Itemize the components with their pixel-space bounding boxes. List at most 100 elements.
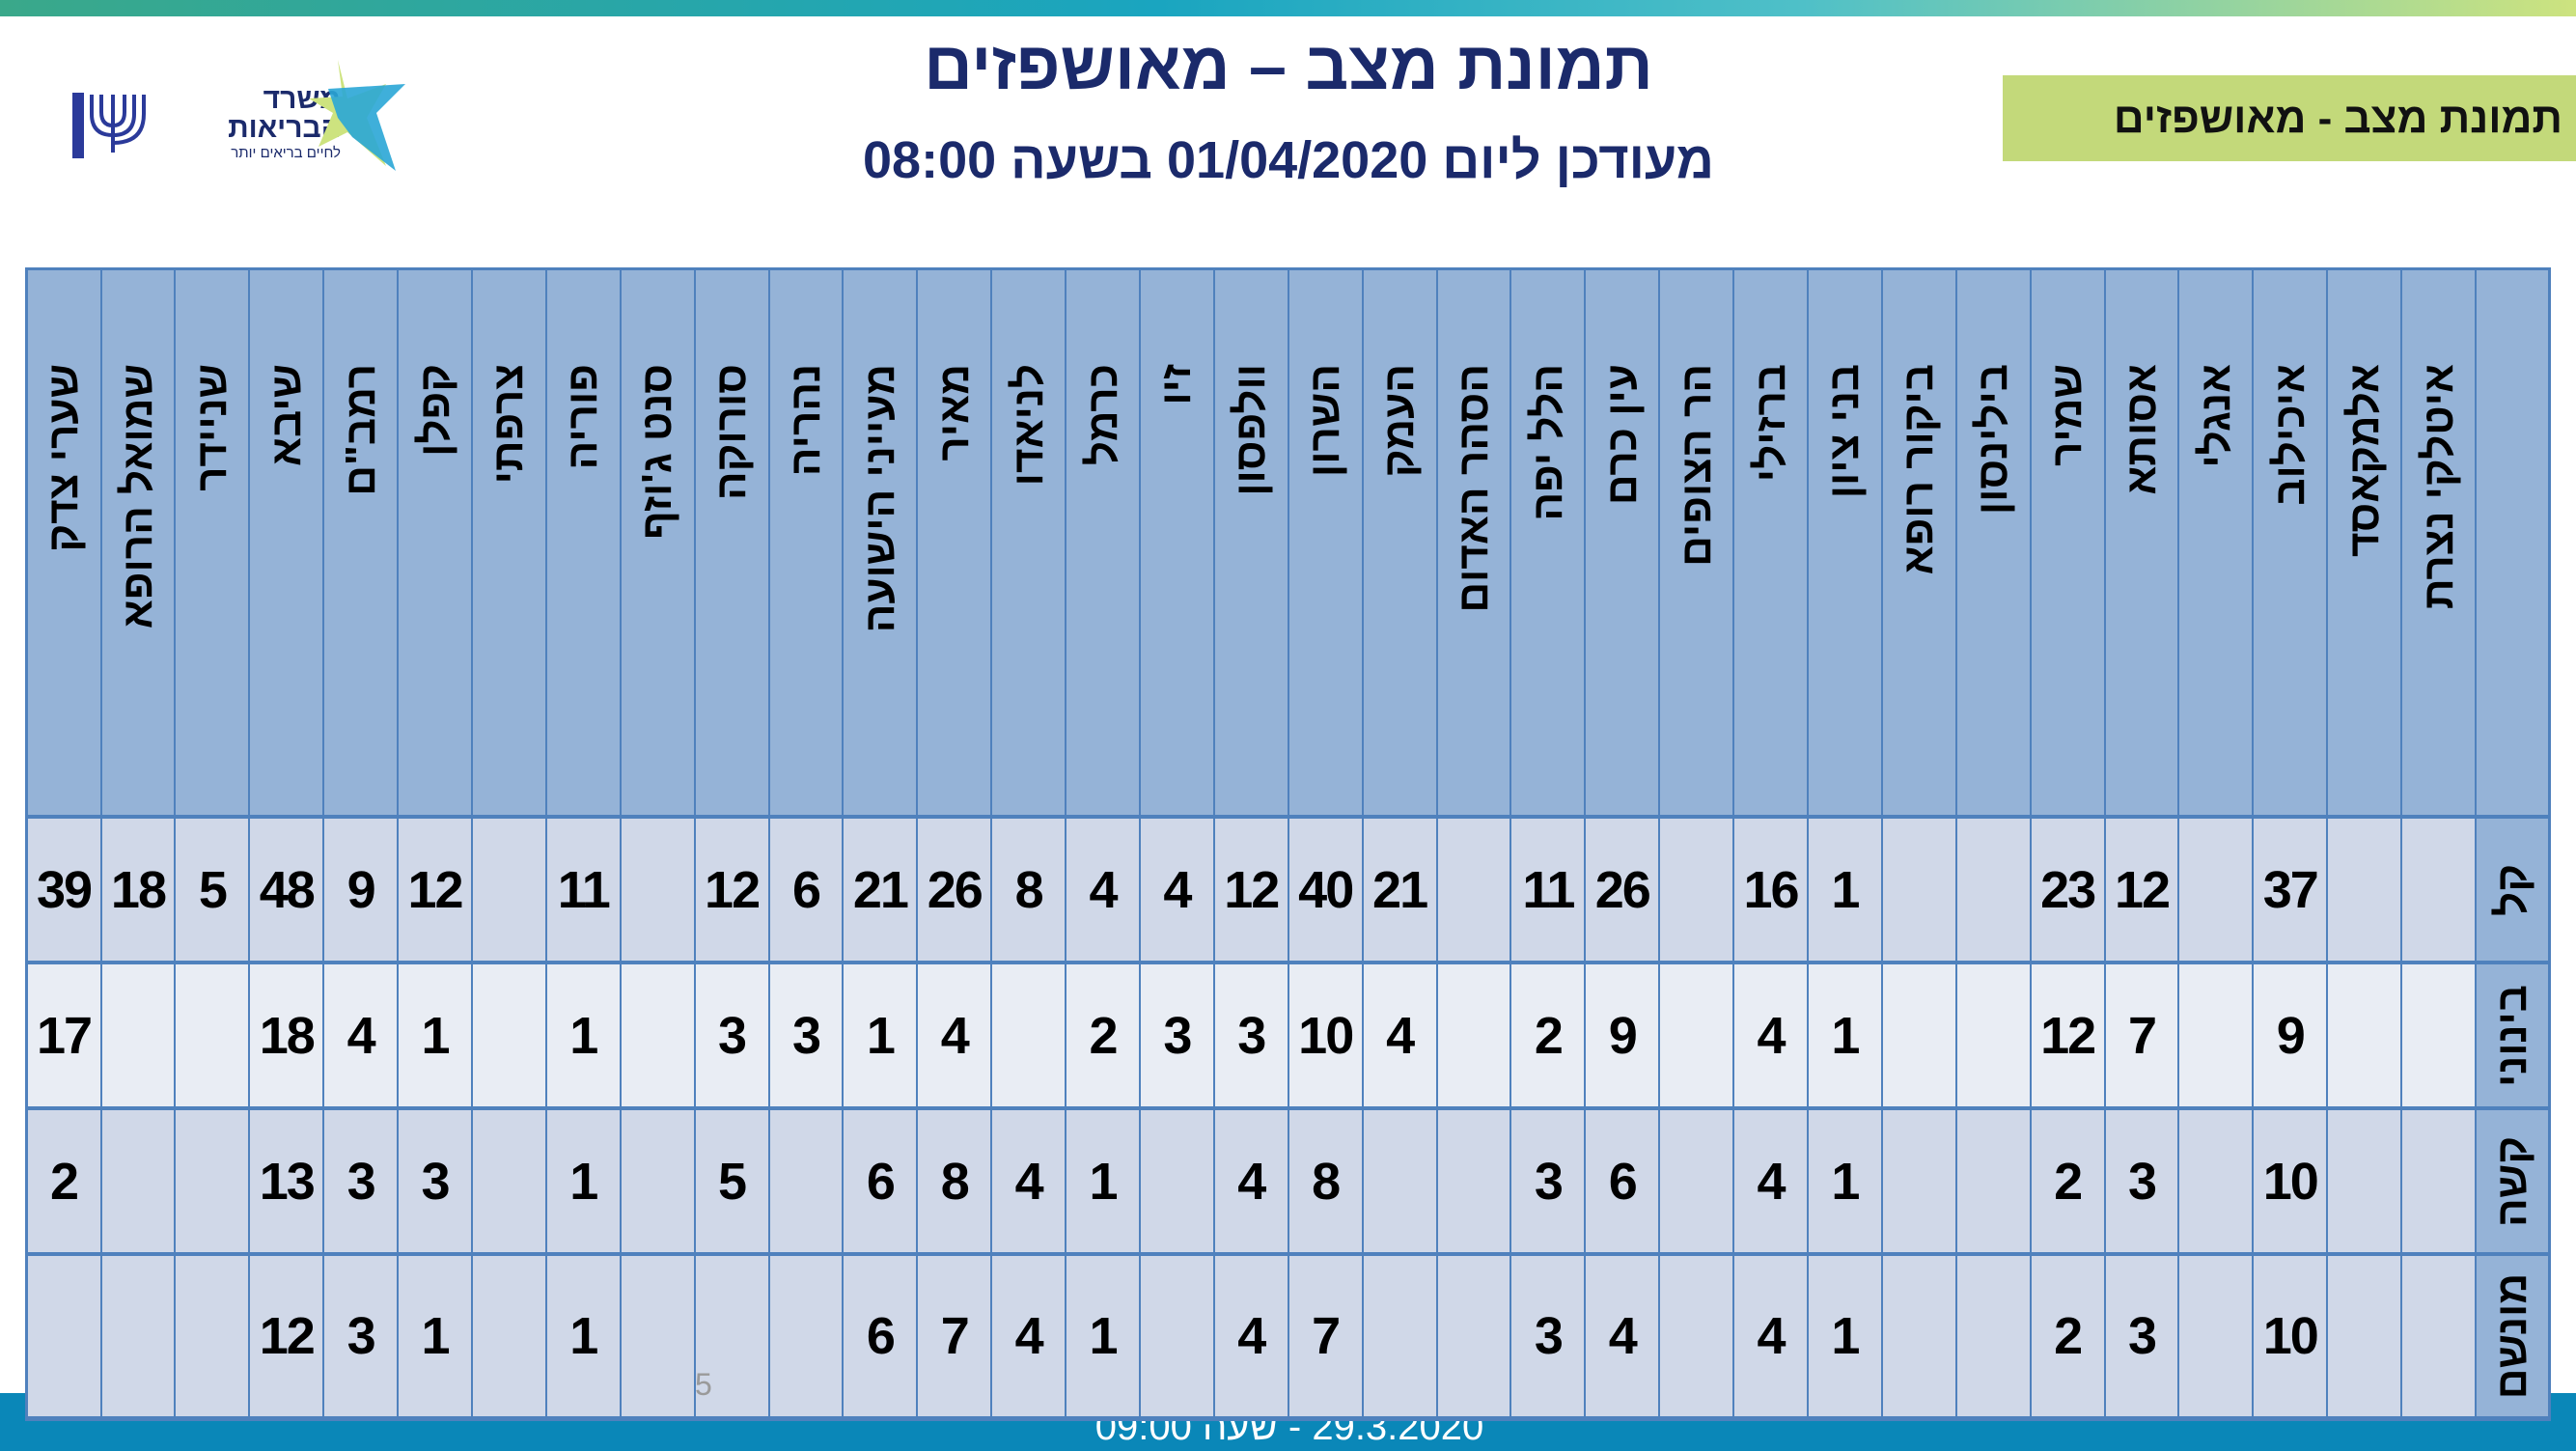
table-cell <box>2326 1256 2401 1416</box>
hospital-name: אלמקאסד <box>2340 364 2388 558</box>
table-cell: 4 <box>1361 964 1436 1106</box>
menorah-emblem-icon <box>72 87 154 158</box>
table-cell: 4 <box>1065 819 1139 961</box>
table-cell: 3 <box>1212 964 1288 1106</box>
table-cell: 1 <box>544 964 620 1106</box>
hospital-name: הסהר האדום <box>1449 364 1497 613</box>
ministry-star-icon <box>309 60 405 171</box>
column-header: איטלקי נצרת <box>2400 270 2475 815</box>
column-header: בני ציון <box>1806 270 1881 815</box>
column-header: שמיר <box>2029 270 2104 815</box>
table-cell: 10 <box>2252 1110 2327 1252</box>
table-cell: 17 <box>25 964 100 1106</box>
hospital-name: קפלן <box>410 364 458 457</box>
table-cell <box>2177 1110 2253 1252</box>
hospital-name: שמיר <box>2043 364 2091 467</box>
table-cell: 12 <box>397 819 471 961</box>
table-cell: 2 <box>2029 1256 2104 1416</box>
table-cell: 7 <box>2103 964 2178 1106</box>
hospital-name: נהריה <box>781 364 829 477</box>
column-header: פוריה <box>544 270 620 815</box>
table-cell <box>2400 964 2475 1106</box>
hospital-name: עין כרם <box>1597 364 1646 506</box>
severity-label: בינוני <box>2488 984 2535 1087</box>
table-cell: 1 <box>1806 1110 1881 1252</box>
table-cell: 16 <box>1732 819 1807 961</box>
table-cell <box>1658 1110 1733 1252</box>
hospital-name: ברזילי <box>1746 364 1794 483</box>
table-cell: 7 <box>1287 1256 1362 1416</box>
table-cell: 2 <box>2029 1110 2104 1252</box>
table-cell <box>1138 1256 1213 1416</box>
table-cell: 26 <box>916 819 991 961</box>
table-header-row: איטלקי נצרת אלמקאסד איכילוב אנגלי אסותא שמיר ב… <box>25 270 2548 819</box>
hospital-name: הר הצופים <box>1672 364 1720 567</box>
hospital-name: אנגלי <box>2191 364 2239 468</box>
column-header: אלמקאסד <box>2326 270 2401 815</box>
table-row: קשה 10 3 2 1 4 6 3 8 4 1 4 8 6 5 1 3 3 13 2 <box>25 1110 2548 1256</box>
table-cell <box>1954 819 2030 961</box>
column-header: ביקור רופא <box>1880 270 1955 815</box>
hospital-name: העמק <box>1375 364 1424 478</box>
column-header: וולפסון <box>1212 270 1288 815</box>
table-cell <box>2326 819 2401 961</box>
corner-cell <box>2475 270 2548 815</box>
table-cell: 1 <box>1065 1256 1139 1416</box>
table-cell <box>1658 1256 1733 1416</box>
table-cell <box>2177 964 2253 1106</box>
column-header: רמב"ם <box>322 270 398 815</box>
table-cell <box>470 819 545 961</box>
severity-label: קשה <box>2488 1135 2535 1227</box>
hospital-name: כרמל <box>1078 364 1126 466</box>
table-cell: 9 <box>1584 964 1659 1106</box>
table-cell <box>25 1256 100 1416</box>
table-cell: 3 <box>322 1110 398 1252</box>
table-cell: 4 <box>1732 1110 1807 1252</box>
severity-label: מונשם <box>2488 1272 2535 1400</box>
table-cell: 1 <box>1806 819 1881 961</box>
hospital-name: צרפתי <box>485 364 533 485</box>
top-gradient-bar <box>0 0 2576 16</box>
table-cell <box>174 964 249 1106</box>
table-cell: 18 <box>248 964 323 1106</box>
table-cell: 8 <box>1287 1110 1362 1252</box>
table-cell <box>1435 964 1510 1106</box>
hospital-name: מעייני הישועה <box>855 364 903 633</box>
table-cell <box>2400 1110 2475 1252</box>
column-header: הלל יפה <box>1510 270 1585 815</box>
table-cell: 3 <box>693 964 768 1106</box>
table-row: בינוני 9 7 12 1 4 9 2 4 10 3 3 2 4 1 3 3 1 1 4 18 17 <box>25 964 2548 1110</box>
table-cell: 4 <box>990 1110 1066 1252</box>
table-cell <box>470 1110 545 1252</box>
table-row: קל 37 12 23 1 16 26 11 21 40 12 4 4 8 26 21 6 12 11 12 9 48 5 1… <box>25 819 2548 964</box>
column-header: שיבא <box>248 270 323 815</box>
table-cell <box>767 1110 843 1252</box>
table-cell: 12 <box>1212 819 1288 961</box>
column-header: עין כרם <box>1584 270 1659 815</box>
table-cell <box>693 1256 768 1416</box>
table-cell <box>1880 819 1955 961</box>
column-header: אנגלי <box>2177 270 2253 815</box>
table-cell <box>174 1110 249 1252</box>
table-cell: 9 <box>2252 964 2327 1106</box>
column-header: שניידר <box>174 270 249 815</box>
column-header: השרון <box>1287 270 1362 815</box>
row-header: קל <box>2475 819 2548 961</box>
table-cell <box>1138 1110 1213 1252</box>
table-cell <box>1954 1256 2030 1416</box>
column-header: סנט ג'וזף <box>619 270 694 815</box>
section-badge: תמונת מצב - מאושפזים <box>2003 75 2576 161</box>
hospital-name: לניאדו <box>1004 364 1052 487</box>
table-cell: 1 <box>842 964 917 1106</box>
table-cell: 4 <box>1732 1256 1807 1416</box>
table-cell <box>2177 819 2253 961</box>
table-cell: 4 <box>1732 964 1807 1106</box>
table-cell: 37 <box>2252 819 2327 961</box>
table-cell: 6 <box>842 1256 917 1416</box>
row-header: מונשם <box>2475 1256 2548 1416</box>
column-header: מעייני הישועה <box>842 270 917 815</box>
table-cell: 40 <box>1287 819 1362 961</box>
table-cell <box>2326 1110 2401 1252</box>
table-cell: 11 <box>544 819 620 961</box>
table-cell <box>174 1256 249 1416</box>
